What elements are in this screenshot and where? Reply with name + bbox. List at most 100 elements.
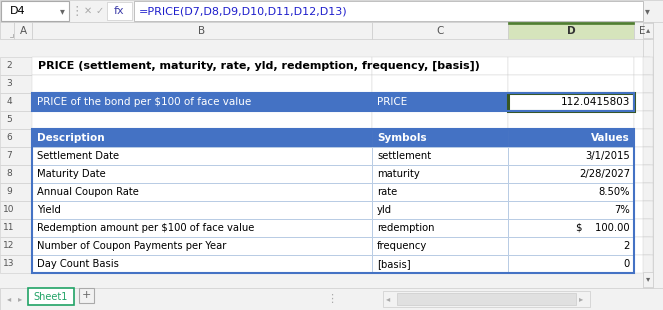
Bar bbox=[0, 201, 32, 219]
Text: 7%: 7% bbox=[614, 205, 630, 215]
Bar bbox=[1, 1, 69, 21]
Bar bbox=[32, 111, 372, 129]
Text: Annual Coupon Rate: Annual Coupon Rate bbox=[37, 187, 139, 197]
Bar bbox=[372, 93, 508, 111]
Bar bbox=[508, 183, 634, 201]
Bar bbox=[643, 22, 653, 288]
Bar bbox=[634, 111, 650, 129]
Text: 3/1/2015: 3/1/2015 bbox=[585, 151, 630, 161]
Bar bbox=[508, 237, 634, 255]
Text: ▾: ▾ bbox=[644, 6, 650, 16]
Bar bbox=[372, 237, 508, 255]
Text: ▸: ▸ bbox=[18, 294, 22, 303]
Text: Sheet1: Sheet1 bbox=[34, 291, 68, 302]
Bar bbox=[383, 291, 590, 307]
Bar bbox=[634, 255, 650, 273]
Bar bbox=[372, 111, 508, 129]
Text: ▾: ▾ bbox=[646, 274, 650, 284]
Text: Settlement Date: Settlement Date bbox=[37, 151, 119, 161]
Text: Maturity Date: Maturity Date bbox=[37, 169, 106, 179]
Text: ◂: ◂ bbox=[7, 294, 11, 303]
Text: 0: 0 bbox=[624, 259, 630, 269]
Bar bbox=[372, 57, 508, 75]
Bar bbox=[0, 165, 32, 183]
Bar bbox=[643, 272, 653, 287]
Text: Number of Coupon Payments per Year: Number of Coupon Payments per Year bbox=[37, 241, 226, 251]
Bar bbox=[372, 147, 508, 165]
Text: ⋮: ⋮ bbox=[326, 294, 337, 304]
Bar bbox=[0, 237, 32, 255]
Text: rate: rate bbox=[377, 187, 397, 197]
Bar bbox=[508, 75, 634, 93]
Text: Description: Description bbox=[37, 133, 105, 143]
Bar bbox=[372, 129, 508, 147]
Bar bbox=[643, 75, 653, 93]
Text: 10: 10 bbox=[3, 206, 15, 215]
Bar bbox=[643, 165, 653, 183]
Text: yld: yld bbox=[377, 205, 392, 215]
Bar bbox=[0, 147, 32, 165]
Text: ✕: ✕ bbox=[84, 6, 92, 16]
Text: 11: 11 bbox=[3, 224, 15, 232]
Bar bbox=[372, 129, 508, 147]
Text: 2: 2 bbox=[624, 241, 630, 251]
Bar bbox=[643, 22, 653, 39]
Bar bbox=[32, 219, 372, 237]
Text: 112.0415803: 112.0415803 bbox=[561, 97, 630, 107]
Bar bbox=[0, 0, 663, 22]
Bar bbox=[508, 201, 634, 219]
Text: ◂: ◂ bbox=[386, 294, 390, 303]
Bar bbox=[28, 288, 74, 305]
Text: $    100.00: $ 100.00 bbox=[576, 223, 630, 233]
Bar bbox=[372, 165, 508, 183]
Bar bbox=[508, 219, 634, 237]
Text: D: D bbox=[567, 25, 575, 36]
Bar bbox=[32, 93, 372, 111]
Text: redemption: redemption bbox=[377, 223, 434, 233]
Bar bbox=[0, 22, 14, 39]
Bar bbox=[634, 129, 650, 147]
Text: B: B bbox=[198, 25, 206, 36]
Text: 6: 6 bbox=[6, 134, 12, 143]
Bar bbox=[372, 237, 508, 255]
Bar bbox=[508, 219, 634, 237]
Bar bbox=[32, 129, 634, 273]
Bar bbox=[372, 75, 508, 93]
Bar bbox=[372, 219, 508, 237]
Bar bbox=[0, 111, 32, 129]
Bar bbox=[508, 93, 634, 111]
Text: 7: 7 bbox=[6, 152, 12, 161]
Bar bbox=[643, 219, 653, 237]
Text: ✓: ✓ bbox=[96, 6, 104, 16]
Text: ▸: ▸ bbox=[579, 294, 583, 303]
Bar bbox=[32, 22, 372, 39]
Bar bbox=[32, 129, 372, 147]
Bar bbox=[0, 255, 32, 273]
Bar bbox=[14, 22, 32, 39]
Bar bbox=[643, 147, 653, 165]
Text: A: A bbox=[19, 25, 27, 36]
Text: 3: 3 bbox=[6, 79, 12, 88]
Bar bbox=[508, 111, 634, 129]
Text: 2: 2 bbox=[6, 61, 12, 70]
Bar bbox=[643, 23, 653, 38]
Bar bbox=[508, 129, 634, 147]
Bar bbox=[508, 165, 634, 183]
Bar bbox=[643, 201, 653, 219]
Bar bbox=[0, 75, 32, 93]
Text: PRICE: PRICE bbox=[377, 97, 407, 107]
Bar bbox=[32, 255, 372, 273]
Bar bbox=[634, 147, 650, 165]
Bar bbox=[508, 255, 634, 273]
Text: ⋮: ⋮ bbox=[71, 5, 84, 17]
Text: +: + bbox=[82, 290, 91, 300]
Bar bbox=[32, 219, 372, 237]
Bar bbox=[508, 129, 634, 147]
Text: ▴: ▴ bbox=[646, 25, 650, 34]
Bar bbox=[32, 147, 372, 165]
Bar bbox=[634, 57, 650, 75]
Text: 8.50%: 8.50% bbox=[599, 187, 630, 197]
Bar bbox=[107, 2, 132, 20]
Bar bbox=[643, 237, 653, 255]
Bar bbox=[0, 183, 32, 201]
